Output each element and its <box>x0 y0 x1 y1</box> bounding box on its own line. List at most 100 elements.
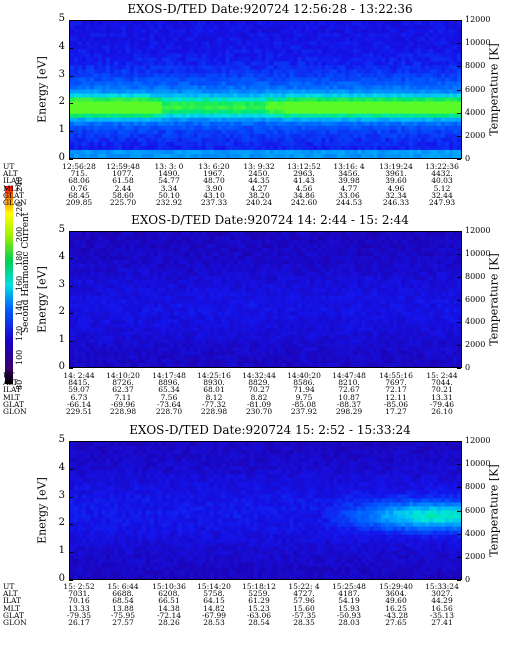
heatmap-cell <box>93 65 99 70</box>
heatmap-cell <box>161 145 167 151</box>
heatmap-cell <box>241 335 246 340</box>
heatmap-cell <box>377 129 382 135</box>
heatmap-cell <box>145 287 151 292</box>
heatmap-cell <box>105 323 111 328</box>
heatmap-cell <box>325 113 330 119</box>
heatmap-cell <box>349 113 354 119</box>
heatmap-cell <box>409 85 414 90</box>
heatmap-cell <box>113 49 119 54</box>
heatmap-cell <box>305 53 310 58</box>
heatmap-cell <box>221 323 226 328</box>
heatmap-cell <box>417 33 422 38</box>
heatmap-cell <box>141 113 147 119</box>
heatmap-cell <box>77 113 83 119</box>
heatmap-cell <box>257 69 262 74</box>
orbit-row-label: UT <box>3 162 15 171</box>
heatmap-cell <box>205 339 211 344</box>
heatmap-cell <box>113 121 119 127</box>
heatmap-cell <box>193 347 199 352</box>
heatmap-cell <box>225 259 230 265</box>
heatmap-cell <box>273 53 278 58</box>
heatmap-cell <box>201 299 207 304</box>
heatmap-cell <box>181 73 187 78</box>
heatmap-cell <box>133 275 139 281</box>
heatmap-cell <box>213 251 219 257</box>
heatmap-cell <box>389 49 394 54</box>
heatmap-cell <box>245 53 250 58</box>
heatmap-cell <box>73 291 79 296</box>
heatmap-cell <box>217 299 223 304</box>
heatmap-cell <box>205 343 211 348</box>
heatmap-cell <box>173 315 179 320</box>
heatmap-cell <box>237 113 242 119</box>
heatmap-cell <box>197 69 203 74</box>
heatmap-cell <box>257 89 262 94</box>
heatmap-cell <box>213 343 219 348</box>
heatmap-cell <box>441 45 446 50</box>
heatmap-cell <box>265 101 270 107</box>
heatmap-cell <box>181 61 187 66</box>
heatmap-cell <box>165 347 171 352</box>
heatmap-cell <box>253 29 258 34</box>
heatmap-cell <box>70 232 75 237</box>
heatmap-cell <box>213 49 219 54</box>
heatmap-cell <box>129 93 135 98</box>
heatmap-cell <box>269 81 274 86</box>
orbit-value: 1490. <box>158 169 180 179</box>
heatmap-cell <box>221 295 226 300</box>
heatmap-cell <box>105 255 111 261</box>
heatmap-cell <box>77 153 83 158</box>
heatmap-cell <box>225 137 230 143</box>
heatmap-cell <box>173 275 179 281</box>
y2-tick-mark <box>457 112 461 114</box>
y-tick-label: 2 <box>58 96 65 108</box>
heatmap-cell <box>453 117 458 123</box>
heatmap-cell <box>189 101 195 107</box>
orbit-value: 3456. <box>338 169 360 179</box>
heatmap-cell <box>109 105 115 111</box>
heatmap-cell <box>381 81 386 86</box>
heatmap-cell <box>409 49 414 54</box>
heatmap-cell <box>373 93 378 98</box>
heatmap-cell <box>153 335 159 340</box>
heatmap-cell <box>157 33 163 38</box>
heatmap-cell <box>81 339 87 344</box>
heatmap-cell <box>441 57 446 62</box>
heatmap-cell <box>321 73 326 78</box>
heatmap-cell <box>141 235 147 241</box>
heatmap-cell <box>257 129 262 135</box>
heatmap-cell <box>201 41 207 46</box>
heatmap-cell <box>73 145 79 151</box>
heatmap-cell <box>449 81 454 86</box>
heatmap-cell <box>93 73 99 78</box>
heatmap-cell <box>317 101 322 107</box>
heatmap-cell <box>361 73 366 78</box>
heatmap-cell <box>217 267 223 273</box>
heatmap-cell <box>113 363 119 367</box>
heatmap-cell <box>389 125 394 131</box>
heatmap-cell <box>433 57 438 62</box>
heatmap-cell <box>121 279 127 285</box>
heatmap-cell <box>225 279 230 285</box>
heatmap-cell <box>121 239 127 245</box>
heatmap-cell <box>225 133 230 139</box>
heatmap-cell <box>137 327 143 332</box>
heatmap-cell <box>417 61 422 66</box>
heatmap-cell <box>157 61 163 66</box>
heatmap-cell <box>189 97 195 102</box>
heatmap-cell <box>433 49 438 54</box>
heatmap-cell <box>157 41 163 46</box>
heatmap-cell <box>209 323 215 328</box>
heatmap-cell <box>225 77 230 82</box>
heatmap-cell <box>141 239 147 245</box>
heatmap-cell <box>85 235 91 241</box>
heatmap-cell <box>289 137 294 143</box>
heatmap-cell <box>345 105 350 111</box>
heatmap-cell <box>405 45 410 50</box>
heatmap-cell <box>237 351 242 356</box>
heatmap-cell <box>225 105 230 111</box>
heatmap-cell <box>389 105 394 111</box>
heatmap-cell <box>201 129 207 135</box>
heatmap-cell <box>245 97 250 102</box>
heatmap-cell <box>265 73 270 78</box>
